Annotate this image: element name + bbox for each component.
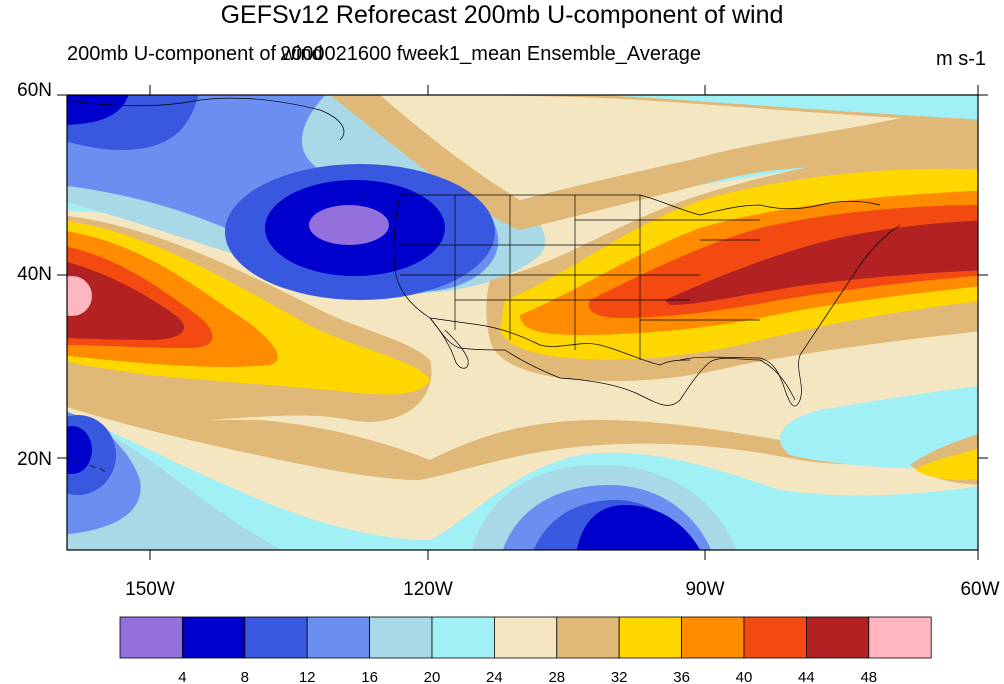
left-subtitle: 200mb U-component of wind [67,43,323,65]
west-coast [393,194,506,351]
colorbar-swatch [306,616,371,659]
colorbar-swatch [806,616,870,659]
gulf-east-coast [679,224,901,407]
alaska-coast [67,97,345,141]
map-title: GEFSv12 Reforecast 200mb U-component of … [220,1,784,29]
contour-max-southwest [67,276,92,316]
colorbar-label: 36 [673,669,690,684]
lon-label-60w: 60W [960,579,1000,600]
lat-label-60n: 60N [17,80,52,101]
lon-label-90w: 90W [685,579,725,600]
colorbar-swatch [618,616,683,659]
colorbar-label: 16 [361,669,378,684]
colorbar-swatch [743,616,807,659]
tick-marks [57,85,988,560]
colorbar-swatch [369,616,433,659]
lat-label-20n: 20N [17,449,52,470]
mexico-coast [504,349,796,406]
lon-label-150w: 150W [125,579,175,600]
contour-48-southwest [67,261,185,340]
colorbar-label: 44 [798,669,815,684]
contour-24-south [67,411,978,550]
colorbar-swatch [244,616,308,659]
contour-4-trough [309,205,389,245]
map-frame [66,94,979,551]
colorbar-label: 20 [424,669,441,684]
state-lines-ew [400,219,760,321]
colorbar-label: 32 [611,669,628,684]
center-subtitle: 2000021600 fweek1_mean Ensemble_Average [280,43,702,65]
colorbar-label: 40 [736,669,753,684]
contour-8-south [576,505,701,550]
baja-coast [429,317,469,369]
colorbar-swatch [493,616,558,659]
colorbar-label: 12 [299,669,316,684]
lat-label-40n: 40N [17,264,52,285]
contour-8-southwest [67,426,92,474]
state-lines-ns [454,195,641,360]
lon-label-120w: 120W [403,579,453,600]
colorbar-swatch [119,616,183,659]
colorbar-swatch [868,616,932,659]
colorbar-swatch [681,616,745,659]
colorbar-label: 24 [486,669,503,684]
colorbar-label: 28 [548,669,565,684]
colorbar-label: 4 [178,669,186,684]
colorbar-swatch [431,616,495,659]
contour-28-band [380,95,900,200]
contour-48-east [665,220,978,305]
wind-field [67,95,978,550]
colorbar-label: 48 [860,669,877,684]
contour-36-southeast [915,448,978,480]
colorbar-label: 8 [241,669,249,684]
mexico-border [429,317,691,366]
colorbar-swatch [556,616,620,659]
canada-border [400,194,881,216]
colorbar: 4 8 12 16 20 24 28 32 36 40 44 48 [119,616,932,684]
colorbar-swatch [181,616,246,659]
units-label: m s-1 [936,48,986,70]
contour-24-east [780,386,978,470]
boundaries [67,97,901,473]
